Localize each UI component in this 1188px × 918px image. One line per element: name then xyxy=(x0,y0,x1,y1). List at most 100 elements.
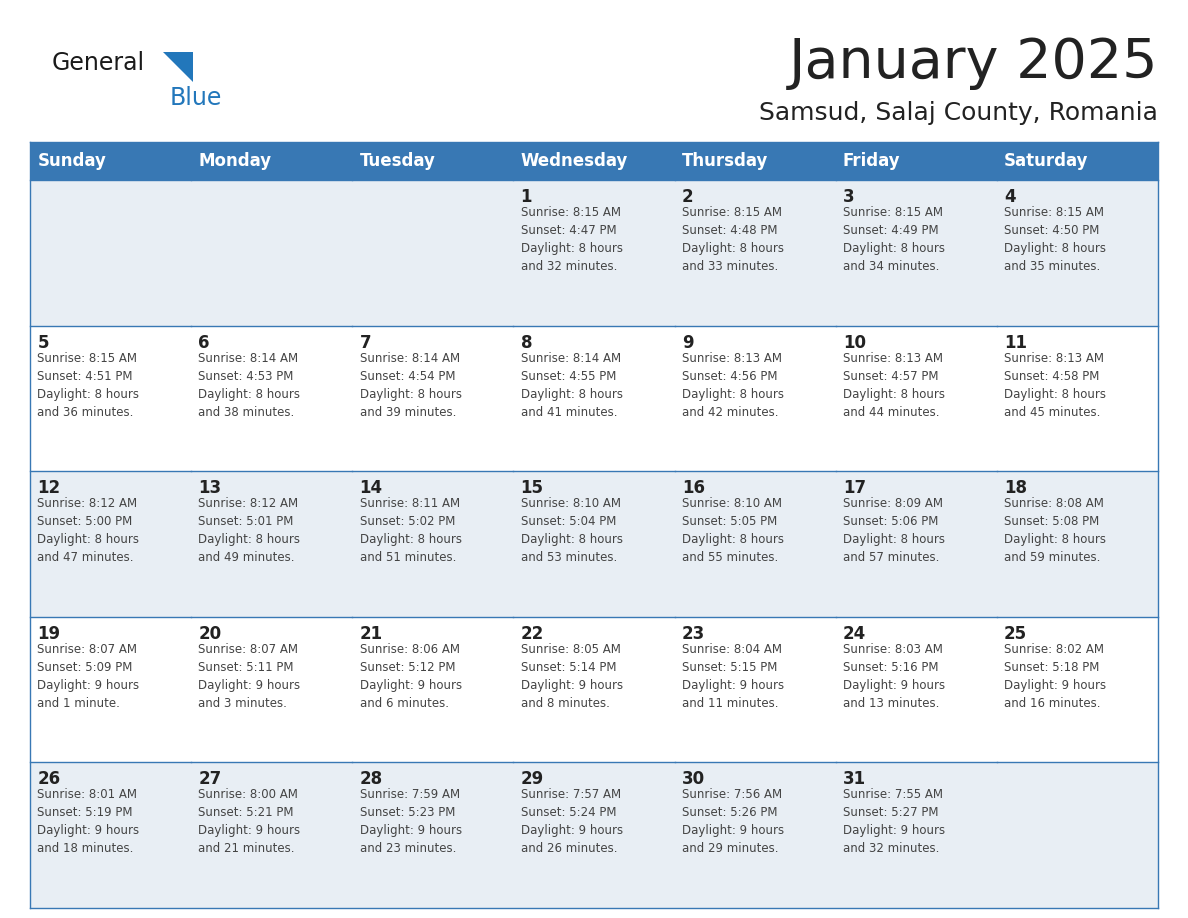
Text: 26: 26 xyxy=(37,770,61,789)
Bar xyxy=(513,142,675,180)
Bar xyxy=(675,142,835,180)
Bar xyxy=(353,763,513,908)
Bar xyxy=(997,180,1158,326)
Text: Sunrise: 8:07 AM
Sunset: 5:11 PM
Daylight: 9 hours
and 3 minutes.: Sunrise: 8:07 AM Sunset: 5:11 PM Dayligh… xyxy=(198,643,301,710)
Text: 17: 17 xyxy=(843,479,866,498)
Text: Sunrise: 8:14 AM
Sunset: 4:54 PM
Daylight: 8 hours
and 39 minutes.: Sunrise: 8:14 AM Sunset: 4:54 PM Dayligh… xyxy=(360,352,461,419)
Text: Samsud, Salaj County, Romania: Samsud, Salaj County, Romania xyxy=(759,101,1158,125)
Text: 21: 21 xyxy=(360,625,383,643)
Bar xyxy=(835,180,997,326)
Text: Sunrise: 8:05 AM
Sunset: 5:14 PM
Daylight: 9 hours
and 8 minutes.: Sunrise: 8:05 AM Sunset: 5:14 PM Dayligh… xyxy=(520,643,623,710)
Text: 11: 11 xyxy=(1004,333,1028,352)
Text: Sunrise: 8:01 AM
Sunset: 5:19 PM
Daylight: 9 hours
and 18 minutes.: Sunrise: 8:01 AM Sunset: 5:19 PM Dayligh… xyxy=(37,789,139,856)
Text: Sunrise: 8:13 AM
Sunset: 4:57 PM
Daylight: 8 hours
and 44 minutes.: Sunrise: 8:13 AM Sunset: 4:57 PM Dayligh… xyxy=(843,352,944,419)
Text: 16: 16 xyxy=(682,479,704,498)
Text: 25: 25 xyxy=(1004,625,1028,643)
Text: Sunrise: 8:13 AM
Sunset: 4:58 PM
Daylight: 8 hours
and 45 minutes.: Sunrise: 8:13 AM Sunset: 4:58 PM Dayligh… xyxy=(1004,352,1106,419)
Text: Sunrise: 8:14 AM
Sunset: 4:53 PM
Daylight: 8 hours
and 38 minutes.: Sunrise: 8:14 AM Sunset: 4:53 PM Dayligh… xyxy=(198,352,301,419)
Text: 12: 12 xyxy=(37,479,61,498)
Text: Sunrise: 8:07 AM
Sunset: 5:09 PM
Daylight: 9 hours
and 1 minute.: Sunrise: 8:07 AM Sunset: 5:09 PM Dayligh… xyxy=(37,643,139,710)
Text: Sunrise: 7:55 AM
Sunset: 5:27 PM
Daylight: 9 hours
and 32 minutes.: Sunrise: 7:55 AM Sunset: 5:27 PM Dayligh… xyxy=(843,789,946,856)
Bar xyxy=(30,617,191,763)
Text: 9: 9 xyxy=(682,333,694,352)
Bar xyxy=(835,617,997,763)
Bar xyxy=(191,326,353,471)
Text: 31: 31 xyxy=(843,770,866,789)
Text: Sunrise: 8:12 AM
Sunset: 5:01 PM
Daylight: 8 hours
and 49 minutes.: Sunrise: 8:12 AM Sunset: 5:01 PM Dayligh… xyxy=(198,498,301,565)
Bar xyxy=(191,180,353,326)
Text: Sunrise: 8:15 AM
Sunset: 4:47 PM
Daylight: 8 hours
and 32 minutes.: Sunrise: 8:15 AM Sunset: 4:47 PM Dayligh… xyxy=(520,206,623,273)
Bar xyxy=(997,142,1158,180)
Bar xyxy=(30,471,191,617)
Text: 6: 6 xyxy=(198,333,210,352)
Text: 24: 24 xyxy=(843,625,866,643)
Text: 29: 29 xyxy=(520,770,544,789)
Text: General: General xyxy=(52,51,145,75)
Text: Sunrise: 8:15 AM
Sunset: 4:50 PM
Daylight: 8 hours
and 35 minutes.: Sunrise: 8:15 AM Sunset: 4:50 PM Dayligh… xyxy=(1004,206,1106,273)
Text: 14: 14 xyxy=(360,479,383,498)
Bar xyxy=(513,763,675,908)
Text: Sunrise: 8:02 AM
Sunset: 5:18 PM
Daylight: 9 hours
and 16 minutes.: Sunrise: 8:02 AM Sunset: 5:18 PM Dayligh… xyxy=(1004,643,1106,710)
Text: Wednesday: Wednesday xyxy=(520,152,628,170)
Bar xyxy=(513,180,675,326)
Bar xyxy=(30,180,191,326)
Text: Sunrise: 7:57 AM
Sunset: 5:24 PM
Daylight: 9 hours
and 26 minutes.: Sunrise: 7:57 AM Sunset: 5:24 PM Dayligh… xyxy=(520,789,623,856)
Text: Friday: Friday xyxy=(843,152,901,170)
Bar xyxy=(997,617,1158,763)
Text: 5: 5 xyxy=(37,333,49,352)
Text: Monday: Monday xyxy=(198,152,272,170)
Bar xyxy=(675,326,835,471)
Text: 28: 28 xyxy=(360,770,383,789)
Bar xyxy=(835,142,997,180)
Text: Sunrise: 8:15 AM
Sunset: 4:51 PM
Daylight: 8 hours
and 36 minutes.: Sunrise: 8:15 AM Sunset: 4:51 PM Dayligh… xyxy=(37,352,139,419)
Text: Tuesday: Tuesday xyxy=(360,152,436,170)
Bar xyxy=(675,617,835,763)
Text: Sunrise: 8:13 AM
Sunset: 4:56 PM
Daylight: 8 hours
and 42 minutes.: Sunrise: 8:13 AM Sunset: 4:56 PM Dayligh… xyxy=(682,352,784,419)
Text: 13: 13 xyxy=(198,479,221,498)
Bar xyxy=(835,471,997,617)
Text: Sunrise: 8:00 AM
Sunset: 5:21 PM
Daylight: 9 hours
and 21 minutes.: Sunrise: 8:00 AM Sunset: 5:21 PM Dayligh… xyxy=(198,789,301,856)
Text: 23: 23 xyxy=(682,625,704,643)
Text: 22: 22 xyxy=(520,625,544,643)
Text: 20: 20 xyxy=(198,625,221,643)
Text: 4: 4 xyxy=(1004,188,1016,206)
Bar xyxy=(997,326,1158,471)
Text: Sunrise: 7:56 AM
Sunset: 5:26 PM
Daylight: 9 hours
and 29 minutes.: Sunrise: 7:56 AM Sunset: 5:26 PM Dayligh… xyxy=(682,789,784,856)
Bar xyxy=(353,617,513,763)
Bar xyxy=(675,180,835,326)
Text: Sunrise: 8:08 AM
Sunset: 5:08 PM
Daylight: 8 hours
and 59 minutes.: Sunrise: 8:08 AM Sunset: 5:08 PM Dayligh… xyxy=(1004,498,1106,565)
Text: Sunrise: 8:10 AM
Sunset: 5:05 PM
Daylight: 8 hours
and 55 minutes.: Sunrise: 8:10 AM Sunset: 5:05 PM Dayligh… xyxy=(682,498,784,565)
Bar xyxy=(30,763,191,908)
Bar xyxy=(191,617,353,763)
Bar xyxy=(353,180,513,326)
Bar xyxy=(835,326,997,471)
Text: 3: 3 xyxy=(843,188,854,206)
Text: Sunrise: 8:06 AM
Sunset: 5:12 PM
Daylight: 9 hours
and 6 minutes.: Sunrise: 8:06 AM Sunset: 5:12 PM Dayligh… xyxy=(360,643,462,710)
Text: 8: 8 xyxy=(520,333,532,352)
Bar xyxy=(191,763,353,908)
Bar xyxy=(30,326,191,471)
Text: 1: 1 xyxy=(520,188,532,206)
Bar xyxy=(353,142,513,180)
Text: 27: 27 xyxy=(198,770,222,789)
Text: Sunrise: 8:04 AM
Sunset: 5:15 PM
Daylight: 9 hours
and 11 minutes.: Sunrise: 8:04 AM Sunset: 5:15 PM Dayligh… xyxy=(682,643,784,710)
Polygon shape xyxy=(163,52,192,82)
Text: Sunrise: 7:59 AM
Sunset: 5:23 PM
Daylight: 9 hours
and 23 minutes.: Sunrise: 7:59 AM Sunset: 5:23 PM Dayligh… xyxy=(360,789,462,856)
Text: Sunrise: 8:12 AM
Sunset: 5:00 PM
Daylight: 8 hours
and 47 minutes.: Sunrise: 8:12 AM Sunset: 5:00 PM Dayligh… xyxy=(37,498,139,565)
Text: 30: 30 xyxy=(682,770,704,789)
Bar xyxy=(191,471,353,617)
Text: Sunrise: 8:14 AM
Sunset: 4:55 PM
Daylight: 8 hours
and 41 minutes.: Sunrise: 8:14 AM Sunset: 4:55 PM Dayligh… xyxy=(520,352,623,419)
Text: Sunrise: 8:15 AM
Sunset: 4:49 PM
Daylight: 8 hours
and 34 minutes.: Sunrise: 8:15 AM Sunset: 4:49 PM Dayligh… xyxy=(843,206,944,273)
Text: 19: 19 xyxy=(37,625,61,643)
Bar xyxy=(30,142,191,180)
Bar xyxy=(353,471,513,617)
Bar xyxy=(513,326,675,471)
Bar xyxy=(513,617,675,763)
Text: Sunrise: 8:15 AM
Sunset: 4:48 PM
Daylight: 8 hours
and 33 minutes.: Sunrise: 8:15 AM Sunset: 4:48 PM Dayligh… xyxy=(682,206,784,273)
Bar xyxy=(191,142,353,180)
Text: Blue: Blue xyxy=(170,86,222,110)
Text: 2: 2 xyxy=(682,188,694,206)
Bar xyxy=(353,326,513,471)
Text: Thursday: Thursday xyxy=(682,152,769,170)
Bar xyxy=(513,471,675,617)
